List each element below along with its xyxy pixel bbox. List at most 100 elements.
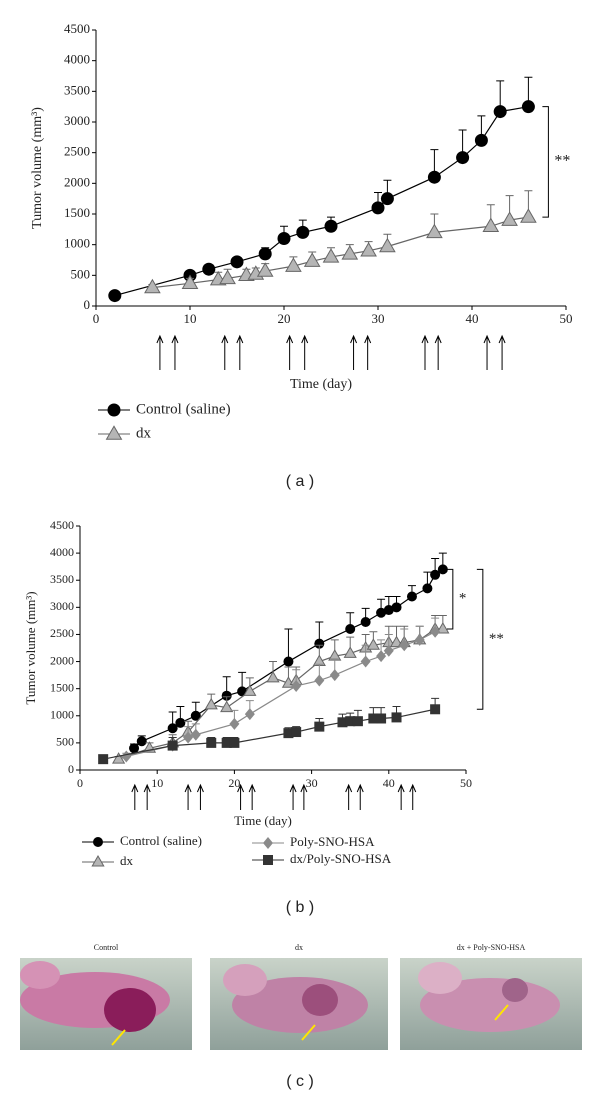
marker [285,257,302,272]
x-tick-label: 50 [460,776,472,790]
marker [167,723,178,734]
legend-label: Poly-SNO-HSA [290,834,375,849]
significance-label: ** [489,631,504,647]
y-tick-label: 1500 [64,205,90,220]
marker [190,710,201,721]
pointer-arrow [301,1024,316,1041]
marker [430,569,441,580]
y-tick-label: 500 [56,735,74,749]
dose-arrow [483,334,491,370]
marker [291,679,302,692]
marker [314,674,325,687]
significance-bracket [542,106,549,218]
dose-arrow [143,783,151,810]
marker [230,255,244,269]
marker [221,737,232,748]
marker [360,241,377,257]
dose-arrow [301,334,309,370]
marker [244,708,255,721]
marker [493,105,507,119]
significance-bracket [476,568,484,710]
marker [111,752,126,764]
marker [204,697,218,710]
panel-label: ( c ) [286,1073,314,1090]
marker [501,211,518,226]
marker [474,133,488,147]
marker [376,607,387,618]
marker [383,644,394,657]
tumor [302,984,338,1016]
y-axis-label: Tumor volume (mm³) [23,591,38,704]
marker [181,274,199,290]
marker [167,740,178,751]
mouse-head [418,962,462,994]
y-tick-label: 0 [68,762,74,776]
marker [422,583,433,594]
marker [520,208,537,223]
y-tick-label: 500 [71,266,91,281]
legend-marker [263,855,273,865]
y-tick-label: 4000 [50,545,74,559]
marker [345,716,356,727]
marker [121,750,132,763]
marker [337,717,348,728]
legend-label: Control (saline) [120,833,202,848]
y-tick-label: 3500 [50,572,74,586]
dose-arrow [184,783,192,810]
tumor [104,988,156,1032]
dose-arrow [345,783,353,810]
marker [229,717,240,730]
x-tick-label: 0 [77,776,83,790]
x-tick-label: 10 [151,776,163,790]
x-tick-label: 30 [306,776,318,790]
x-tick-label: 50 [560,311,573,326]
y-tick-label: 1000 [64,236,90,251]
marker [427,170,441,184]
marker [379,237,396,253]
marker [399,639,410,652]
marker [329,669,340,682]
legend-marker [91,854,105,867]
marker [376,650,387,663]
marker [456,151,470,165]
marker [206,737,217,748]
dose-arrow [289,783,297,810]
marker [360,616,371,627]
y-tick-label: 2500 [64,144,90,159]
dose-arrow [421,334,429,370]
marker [175,717,186,728]
significance-label: * [459,591,467,607]
dose-arrow [236,334,244,370]
panel-label: ( b ) [286,899,314,916]
marker [406,591,417,602]
dose-arrow [350,334,358,370]
marker [108,289,122,303]
photo-caption: dx + Poly-SNO-HSA [457,943,526,952]
dose-arrow [286,334,294,370]
y-tick-label: 2500 [50,626,74,640]
dose-arrow [356,783,364,810]
y-axis-label: Tumor volume (mm³) [30,107,45,229]
x-tick-label: 20 [228,776,240,790]
marker [291,727,302,738]
marker [368,713,379,724]
marker [314,721,325,732]
x-tick-label: 40 [466,311,479,326]
significance-label: ** [554,153,570,170]
marker [343,646,357,658]
x-axis-label: Time (day) [290,377,352,392]
photo-caption: Control [94,943,119,952]
legend-label: dx/Poly-SNO-HSA [290,851,392,866]
dose-arrow [196,783,204,810]
marker [144,278,161,294]
error-bar [284,628,293,662]
dose-arrow [156,334,164,370]
x-axis-label: Time (day) [234,813,292,828]
marker [283,728,294,739]
panel-label: ( a ) [286,473,314,490]
y-tick-label: 3500 [64,82,90,97]
legend-marker [93,837,103,847]
marker [360,655,371,668]
marker [430,625,441,638]
